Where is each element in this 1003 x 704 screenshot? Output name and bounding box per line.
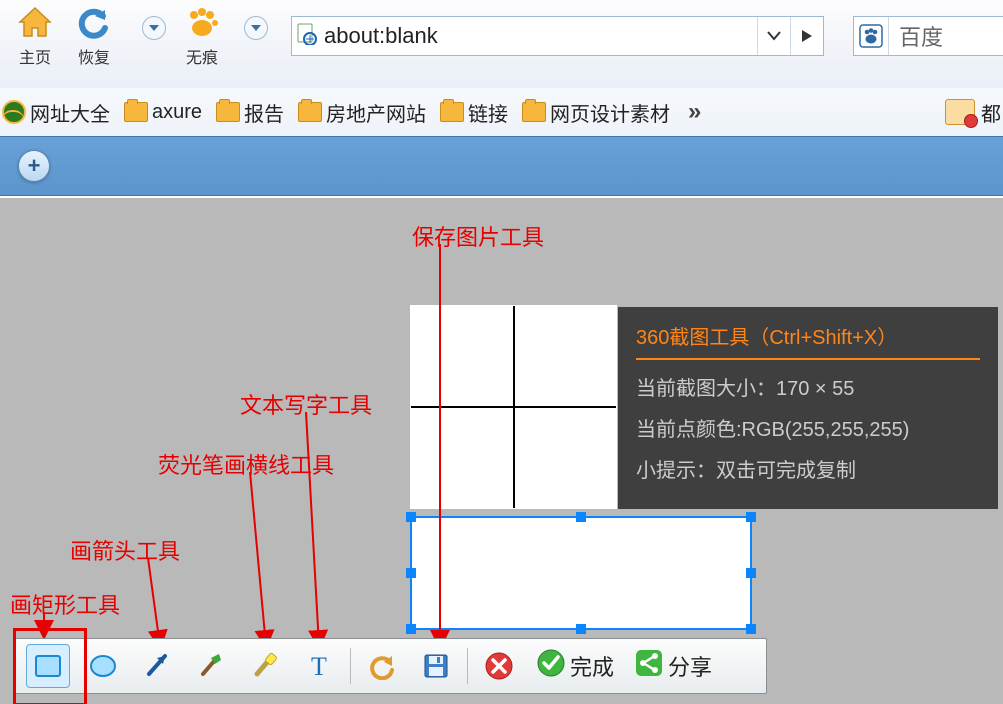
screenshot-toolbar: T 完成 分享 — [13, 638, 767, 694]
bookmark-label: 网页设计素材 — [550, 98, 670, 127]
bookmarks-bar: 网址大全 axure 报告 房地产网站 链接 网页设计素材 » 都 — [0, 88, 1003, 137]
restore-button[interactable]: 恢复 — [75, 4, 113, 68]
check-icon — [536, 648, 566, 684]
ellipse-tool-button[interactable] — [82, 645, 124, 687]
text-tool-button[interactable]: T — [298, 645, 340, 687]
screenshot-info-tooltip: 360截图工具（Ctrl+Shift+X） 当前截图大小：170 × 55 当前… — [618, 307, 998, 509]
share-label: 分享 — [668, 650, 712, 682]
bookmark-label: 链接 — [468, 98, 508, 127]
share-button[interactable]: 分享 — [628, 645, 718, 687]
home-icon — [16, 4, 54, 40]
folder-icon — [216, 102, 240, 122]
bookmark-folder-links[interactable]: 链接 — [440, 98, 508, 127]
brush-tool-button[interactable] — [190, 645, 232, 687]
bookmark-folder-web-design[interactable]: 网页设计素材 — [522, 98, 670, 127]
cancel-button[interactable] — [478, 645, 520, 687]
tooltip-hint: 小提示：双击可完成复制 — [636, 454, 980, 483]
extension-icon[interactable] — [945, 99, 975, 125]
complete-button[interactable]: 完成 — [530, 645, 620, 687]
tab-strip: + — [0, 136, 1003, 196]
bookmark-folder-report[interactable]: 报告 — [216, 98, 284, 127]
address-text: about:blank — [322, 23, 757, 49]
truncated-toolbar-label: 都 — [981, 98, 1001, 127]
arrow-tool-button[interactable] — [136, 645, 178, 687]
folder-icon — [298, 102, 322, 122]
search-engine-label: 百度 — [889, 20, 943, 52]
bookmark-label: 网址大全 — [30, 98, 110, 127]
tooltip-size: 当前截图大小：170 × 55 — [636, 372, 980, 401]
bookmark-label: 房地产网站 — [326, 98, 426, 127]
bookmark-sites-directory[interactable]: 网址大全 — [2, 98, 110, 127]
home-label: 主页 — [16, 44, 54, 68]
new-tab-button[interactable]: + — [18, 150, 50, 182]
address-dropdown-button[interactable] — [757, 17, 790, 55]
globe-icon — [2, 100, 26, 124]
save-tool-button[interactable] — [415, 645, 457, 687]
anno-rect-tool: 画矩形工具 — [10, 588, 120, 620]
page-favicon-icon — [292, 23, 322, 50]
anno-arrow-tool: 画箭头工具 — [70, 534, 180, 566]
folder-icon — [124, 102, 148, 122]
home-button[interactable]: 主页 — [16, 4, 54, 68]
share-icon — [634, 648, 664, 684]
magnifier-preview — [410, 305, 617, 509]
rect-tool-button[interactable] — [26, 644, 70, 688]
search-box[interactable]: 百度 — [853, 16, 1003, 56]
undo-tool-button[interactable] — [361, 645, 403, 687]
main-toolbar: 主页 恢复 无痕 about:blank — [0, 0, 1003, 89]
bookmark-folder-realestate[interactable]: 房地产网站 — [298, 98, 426, 127]
bookmarks-overflow-button[interactable]: » — [688, 98, 701, 126]
restore-label: 恢复 — [75, 44, 113, 68]
tooltip-color: 当前点颜色:RGB(255,255,255) — [636, 413, 980, 442]
address-bar[interactable]: about:blank — [291, 16, 824, 56]
folder-icon — [522, 102, 546, 122]
paw-icon — [183, 4, 221, 40]
complete-label: 完成 — [570, 650, 614, 682]
selection-rect[interactable] — [410, 516, 752, 630]
folder-icon — [440, 102, 464, 122]
tooltip-title: 360截图工具（Ctrl+Shift+X） — [636, 321, 980, 350]
bookmark-label: 报告 — [244, 98, 284, 127]
anno-text-tool: 文本写字工具 — [240, 388, 372, 420]
anno-save-tool: 保存图片工具 — [412, 220, 544, 252]
bookmark-folder-axure[interactable]: axure — [124, 101, 202, 124]
bookmark-label: axure — [152, 101, 202, 124]
svg-text:T: T — [311, 652, 327, 681]
restore-dropdown-button[interactable] — [142, 16, 166, 40]
highlighter-tool-button[interactable] — [244, 645, 286, 687]
incognito-button[interactable]: 无痕 — [183, 4, 221, 68]
go-button[interactable] — [790, 17, 823, 55]
undo-icon — [75, 4, 113, 40]
search-engine-paw-icon — [854, 17, 889, 55]
incognito-label: 无痕 — [183, 44, 221, 68]
anno-highlighter-tool: 荧光笔画横线工具 — [158, 448, 334, 480]
incognito-dropdown-button[interactable] — [244, 16, 268, 40]
